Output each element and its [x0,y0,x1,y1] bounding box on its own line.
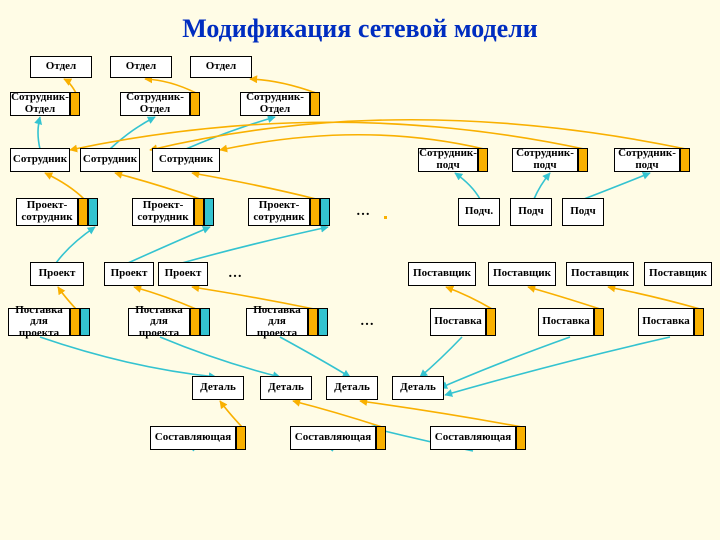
node-det2: Деталь [260,376,312,400]
node-ps2: Проект-сотрудник [132,198,194,226]
tag-del3-0 [694,308,704,336]
arrow-15 [56,227,95,263]
ellipsis-0: … [356,204,370,220]
tag-dp1-1 [80,308,90,336]
node-det4: Деталь [392,376,444,400]
arrow-7 [70,122,584,150]
tag-so1-0 [70,92,80,116]
node-otdel3: Отдел [190,56,252,78]
arrow-9 [45,173,84,199]
tag-ps2-0 [194,198,204,226]
arrow-26 [280,337,350,377]
ellipsis-2: … [360,314,374,330]
tag-comp3-0 [516,426,526,450]
tag-dp1-0 [70,308,80,336]
node-otdel2: Отдел [110,56,172,78]
node-dp1: Поставка для проекта [8,308,70,336]
arrow-25 [160,337,280,377]
node-podch1: Подч. [458,198,500,226]
node-otdel1: Отдел [30,56,92,78]
dot-0 [384,216,387,219]
node-podch3: Подч [562,198,604,226]
node-ps1: Проект-сотрудник [16,198,78,226]
arrow-22 [528,287,600,309]
arrow-31 [293,401,382,427]
tag-ps3-0 [310,198,320,226]
tag-comp2-0 [376,426,386,450]
tag-sp2-0 [578,148,588,172]
node-supp3: Поставщик [566,262,634,286]
node-sot1: Сотрудник [10,148,70,172]
tag-ps2-1 [204,198,214,226]
tag-sp1-0 [478,148,488,172]
tag-so2-0 [190,92,200,116]
tag-so3-0 [310,92,320,116]
node-sot3: Сотрудник [152,148,220,172]
node-supp2: Поставщик [488,262,556,286]
node-ps3: Проект-сотрудник [248,198,310,226]
tag-comp1-0 [236,426,246,450]
arrow-21 [446,287,492,309]
node-del1: Поставка [430,308,486,336]
node-del2: Поставка [538,308,594,336]
node-so2: Сотрудник-Отдел [120,92,190,116]
node-supp1: Поставщик [408,262,476,286]
node-proj2: Проект [104,262,154,286]
tag-dp2-1 [200,308,210,336]
arrow-12 [455,173,480,199]
arrow-8 [150,120,686,150]
node-sp2: Сотрудник-подч [512,148,578,172]
tag-ps1-0 [78,198,88,226]
arrow-24 [40,337,216,377]
arrow-30 [220,401,242,427]
node-comp3: Составляющая [430,426,516,450]
arrow-3 [38,117,40,149]
tag-sp3-0 [680,148,690,172]
page-title: Модификация сетевой модели [0,14,720,44]
node-det1: Деталь [192,376,244,400]
node-del3: Поставка [638,308,694,336]
tag-ps3-1 [320,198,330,226]
node-comp1: Составляющая [150,426,236,450]
tag-dp3-0 [308,308,318,336]
arrow-23 [608,287,700,309]
arrow-17 [182,227,328,263]
node-sp1: Сотрудник-подч [418,148,478,172]
node-dp2: Поставка для проекта [128,308,190,336]
node-comp2: Составляющая [290,426,376,450]
node-so1: Сотрудник-Отдел [10,92,70,116]
tag-dp2-0 [190,308,200,336]
tag-ps1-1 [88,198,98,226]
tag-del2-0 [594,308,604,336]
arrow-14 [584,173,650,199]
node-dp3: Поставка для проекта [246,308,308,336]
arrow-11 [192,173,316,199]
arrow-5 [186,117,275,149]
arrow-16 [128,227,210,263]
node-proj1: Проект [30,262,84,286]
node-supp4: Поставщик [644,262,712,286]
node-sot2: Сотрудник [80,148,140,172]
arrow-27 [420,337,462,377]
ellipsis-1: … [228,266,242,282]
arrow-28 [440,337,570,388]
arrow-10 [115,173,200,199]
node-proj3: Проект [158,262,208,286]
arrow-4 [110,117,155,149]
arrow-32 [360,401,522,427]
tag-del1-0 [486,308,496,336]
tag-dp3-1 [318,308,328,336]
node-podch2: Подч [510,198,552,226]
node-det3: Деталь [326,376,378,400]
arrow-13 [534,173,550,199]
node-so3: Сотрудник-Отдел [240,92,310,116]
arrow-29 [445,337,670,395]
node-sp3: Сотрудник-подч [614,148,680,172]
